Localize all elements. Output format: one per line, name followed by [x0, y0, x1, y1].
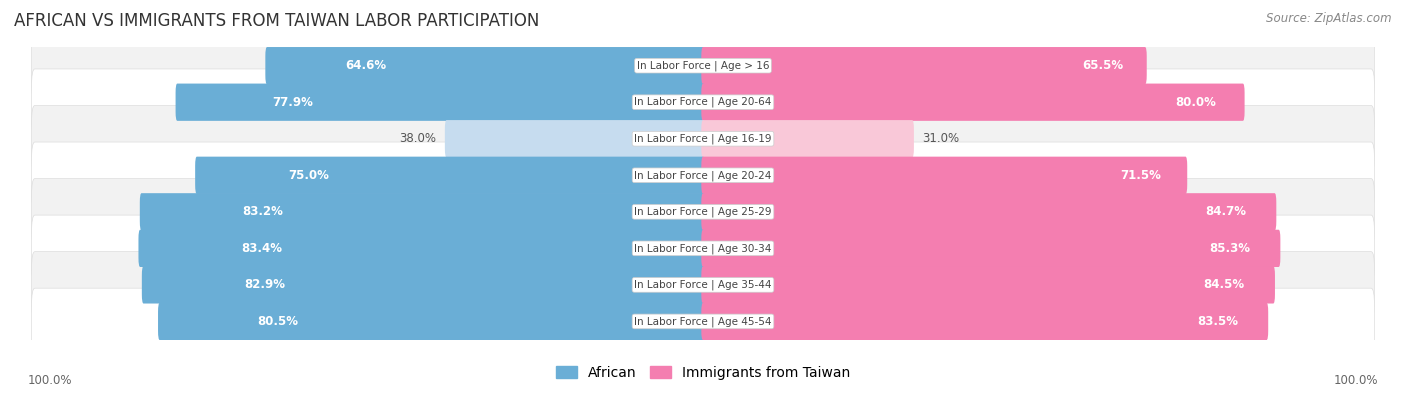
FancyBboxPatch shape — [702, 193, 1277, 230]
Text: In Labor Force | Age 45-54: In Labor Force | Age 45-54 — [634, 316, 772, 327]
FancyBboxPatch shape — [176, 84, 704, 121]
FancyBboxPatch shape — [702, 84, 1244, 121]
Text: In Labor Force | Age 25-29: In Labor Force | Age 25-29 — [634, 207, 772, 217]
FancyBboxPatch shape — [139, 193, 704, 230]
Text: 71.5%: 71.5% — [1121, 169, 1161, 182]
Text: 84.7%: 84.7% — [1205, 205, 1246, 218]
Text: 83.5%: 83.5% — [1198, 315, 1239, 328]
FancyBboxPatch shape — [31, 215, 1375, 282]
Text: 83.2%: 83.2% — [243, 205, 284, 218]
Text: 31.0%: 31.0% — [922, 132, 959, 145]
Text: In Labor Force | Age 16-19: In Labor Force | Age 16-19 — [634, 134, 772, 144]
Text: 80.0%: 80.0% — [1175, 96, 1216, 109]
Text: 65.5%: 65.5% — [1081, 59, 1123, 72]
Text: 82.9%: 82.9% — [245, 278, 285, 292]
Text: AFRICAN VS IMMIGRANTS FROM TAIWAN LABOR PARTICIPATION: AFRICAN VS IMMIGRANTS FROM TAIWAN LABOR … — [14, 12, 540, 30]
Text: 100.0%: 100.0% — [1333, 374, 1378, 387]
FancyBboxPatch shape — [702, 120, 914, 157]
FancyBboxPatch shape — [702, 157, 1187, 194]
Text: In Labor Force | Age > 16: In Labor Force | Age > 16 — [637, 60, 769, 71]
FancyBboxPatch shape — [702, 303, 1268, 340]
Text: 100.0%: 100.0% — [28, 374, 73, 387]
Text: 64.6%: 64.6% — [346, 59, 387, 72]
FancyBboxPatch shape — [31, 142, 1375, 209]
FancyBboxPatch shape — [444, 120, 704, 157]
Text: 75.0%: 75.0% — [288, 169, 329, 182]
Text: 84.5%: 84.5% — [1204, 278, 1244, 292]
FancyBboxPatch shape — [31, 179, 1375, 245]
Text: 83.4%: 83.4% — [242, 242, 283, 255]
FancyBboxPatch shape — [31, 288, 1375, 355]
FancyBboxPatch shape — [702, 266, 1275, 303]
FancyBboxPatch shape — [702, 230, 1281, 267]
FancyBboxPatch shape — [31, 252, 1375, 318]
FancyBboxPatch shape — [31, 105, 1375, 172]
FancyBboxPatch shape — [195, 157, 704, 194]
Text: Source: ZipAtlas.com: Source: ZipAtlas.com — [1267, 12, 1392, 25]
Text: In Labor Force | Age 35-44: In Labor Force | Age 35-44 — [634, 280, 772, 290]
Legend: African, Immigrants from Taiwan: African, Immigrants from Taiwan — [550, 360, 856, 386]
FancyBboxPatch shape — [157, 303, 704, 340]
FancyBboxPatch shape — [31, 69, 1375, 135]
Text: 77.9%: 77.9% — [271, 96, 312, 109]
FancyBboxPatch shape — [266, 47, 704, 84]
FancyBboxPatch shape — [31, 32, 1375, 99]
Text: 85.3%: 85.3% — [1209, 242, 1250, 255]
Text: 38.0%: 38.0% — [399, 132, 436, 145]
FancyBboxPatch shape — [702, 47, 1147, 84]
Text: In Labor Force | Age 20-64: In Labor Force | Age 20-64 — [634, 97, 772, 107]
Text: In Labor Force | Age 30-34: In Labor Force | Age 30-34 — [634, 243, 772, 254]
FancyBboxPatch shape — [138, 230, 704, 267]
Text: In Labor Force | Age 20-24: In Labor Force | Age 20-24 — [634, 170, 772, 181]
FancyBboxPatch shape — [142, 266, 704, 303]
Text: 80.5%: 80.5% — [257, 315, 298, 328]
